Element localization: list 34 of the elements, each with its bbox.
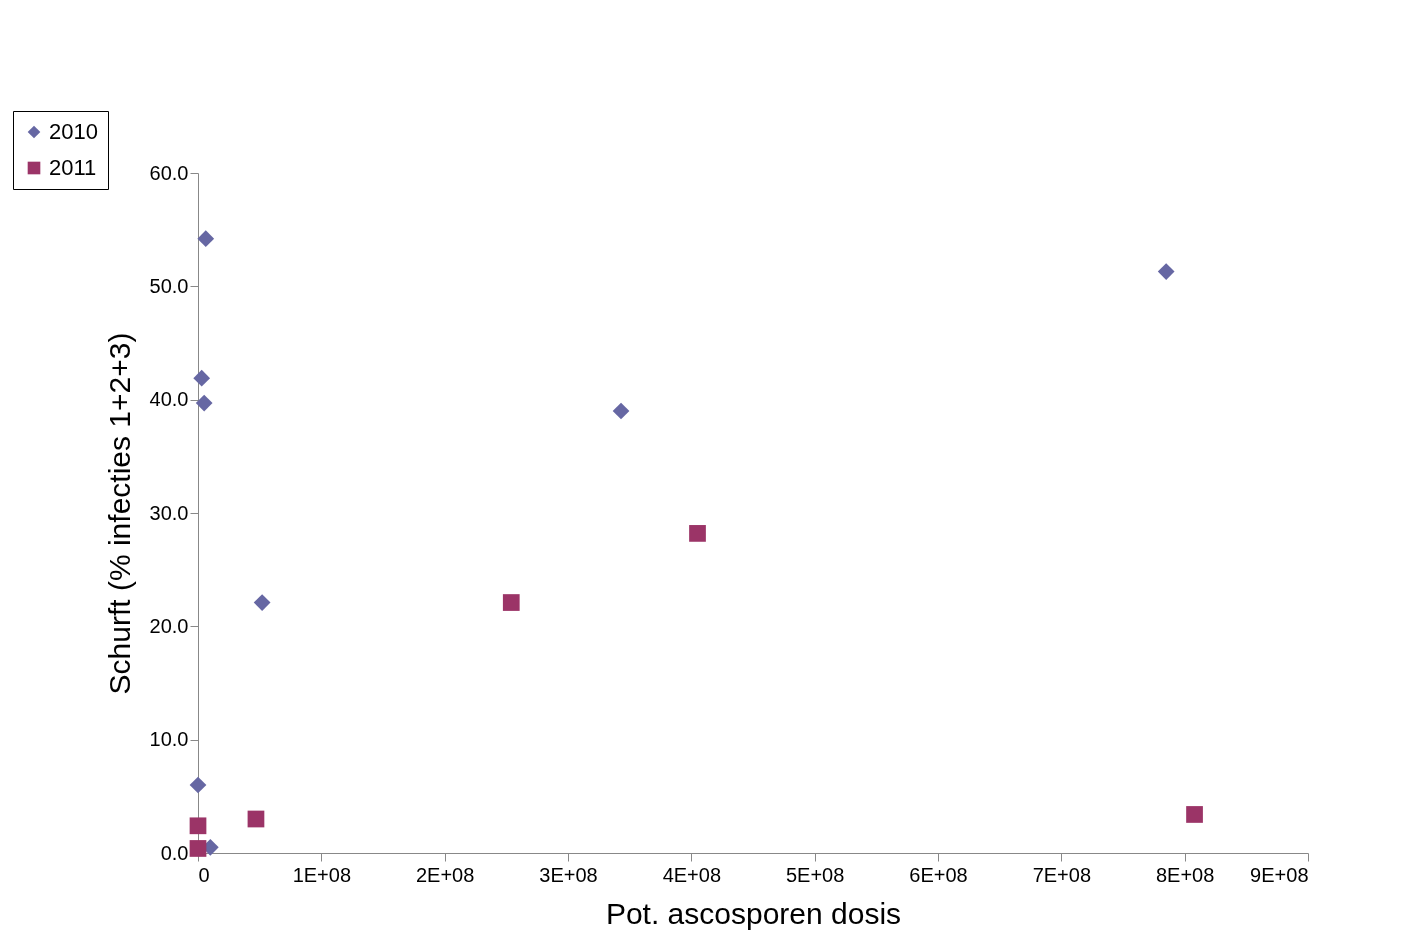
point (195, 394, 213, 412)
point (1157, 263, 1175, 280)
y-tick-label: 30.0 (149, 501, 189, 524)
x-tick-label: 9E+08 (1250, 863, 1309, 886)
y-tick-label: 20.0 (149, 614, 189, 637)
legend-label: 2011 (49, 155, 97, 180)
x-tick-label: 4E+08 (662, 863, 722, 886)
y-tick-label: 0.0 (160, 841, 189, 864)
x-tick-label: 0 (198, 863, 210, 886)
x-tick-label: 7E+08 (1032, 863, 1092, 886)
x-tick-label: 1E+08 (292, 863, 352, 886)
y-tick-label: 60.0 (149, 161, 189, 184)
x-tick-label: 6E+08 (909, 863, 968, 886)
x-axis-title: Pot. ascosporen dosis (605, 896, 902, 930)
point (189, 817, 207, 835)
point (197, 230, 215, 248)
y-tick-label: 10.0 (149, 728, 189, 751)
point (689, 525, 706, 542)
point (253, 594, 271, 611)
point (247, 810, 265, 828)
x-tick-label: 3E+08 (539, 863, 598, 886)
legend-label: 2010 (49, 119, 98, 144)
y-axis-title: Schurft (% infecties 1+2+3) (102, 332, 136, 695)
point (612, 402, 630, 420)
point (1186, 806, 1203, 823)
point (189, 776, 207, 794)
x-tick-label: 2E+08 (415, 863, 475, 886)
point (189, 840, 207, 857)
y-tick-label: 40.0 (149, 388, 189, 411)
y-tick-label: 50.0 (149, 274, 189, 297)
x-tick-label: 5E+08 (785, 863, 845, 886)
point (193, 369, 211, 387)
x-tick-label: 8E+08 (1155, 863, 1215, 886)
point (502, 594, 520, 611)
